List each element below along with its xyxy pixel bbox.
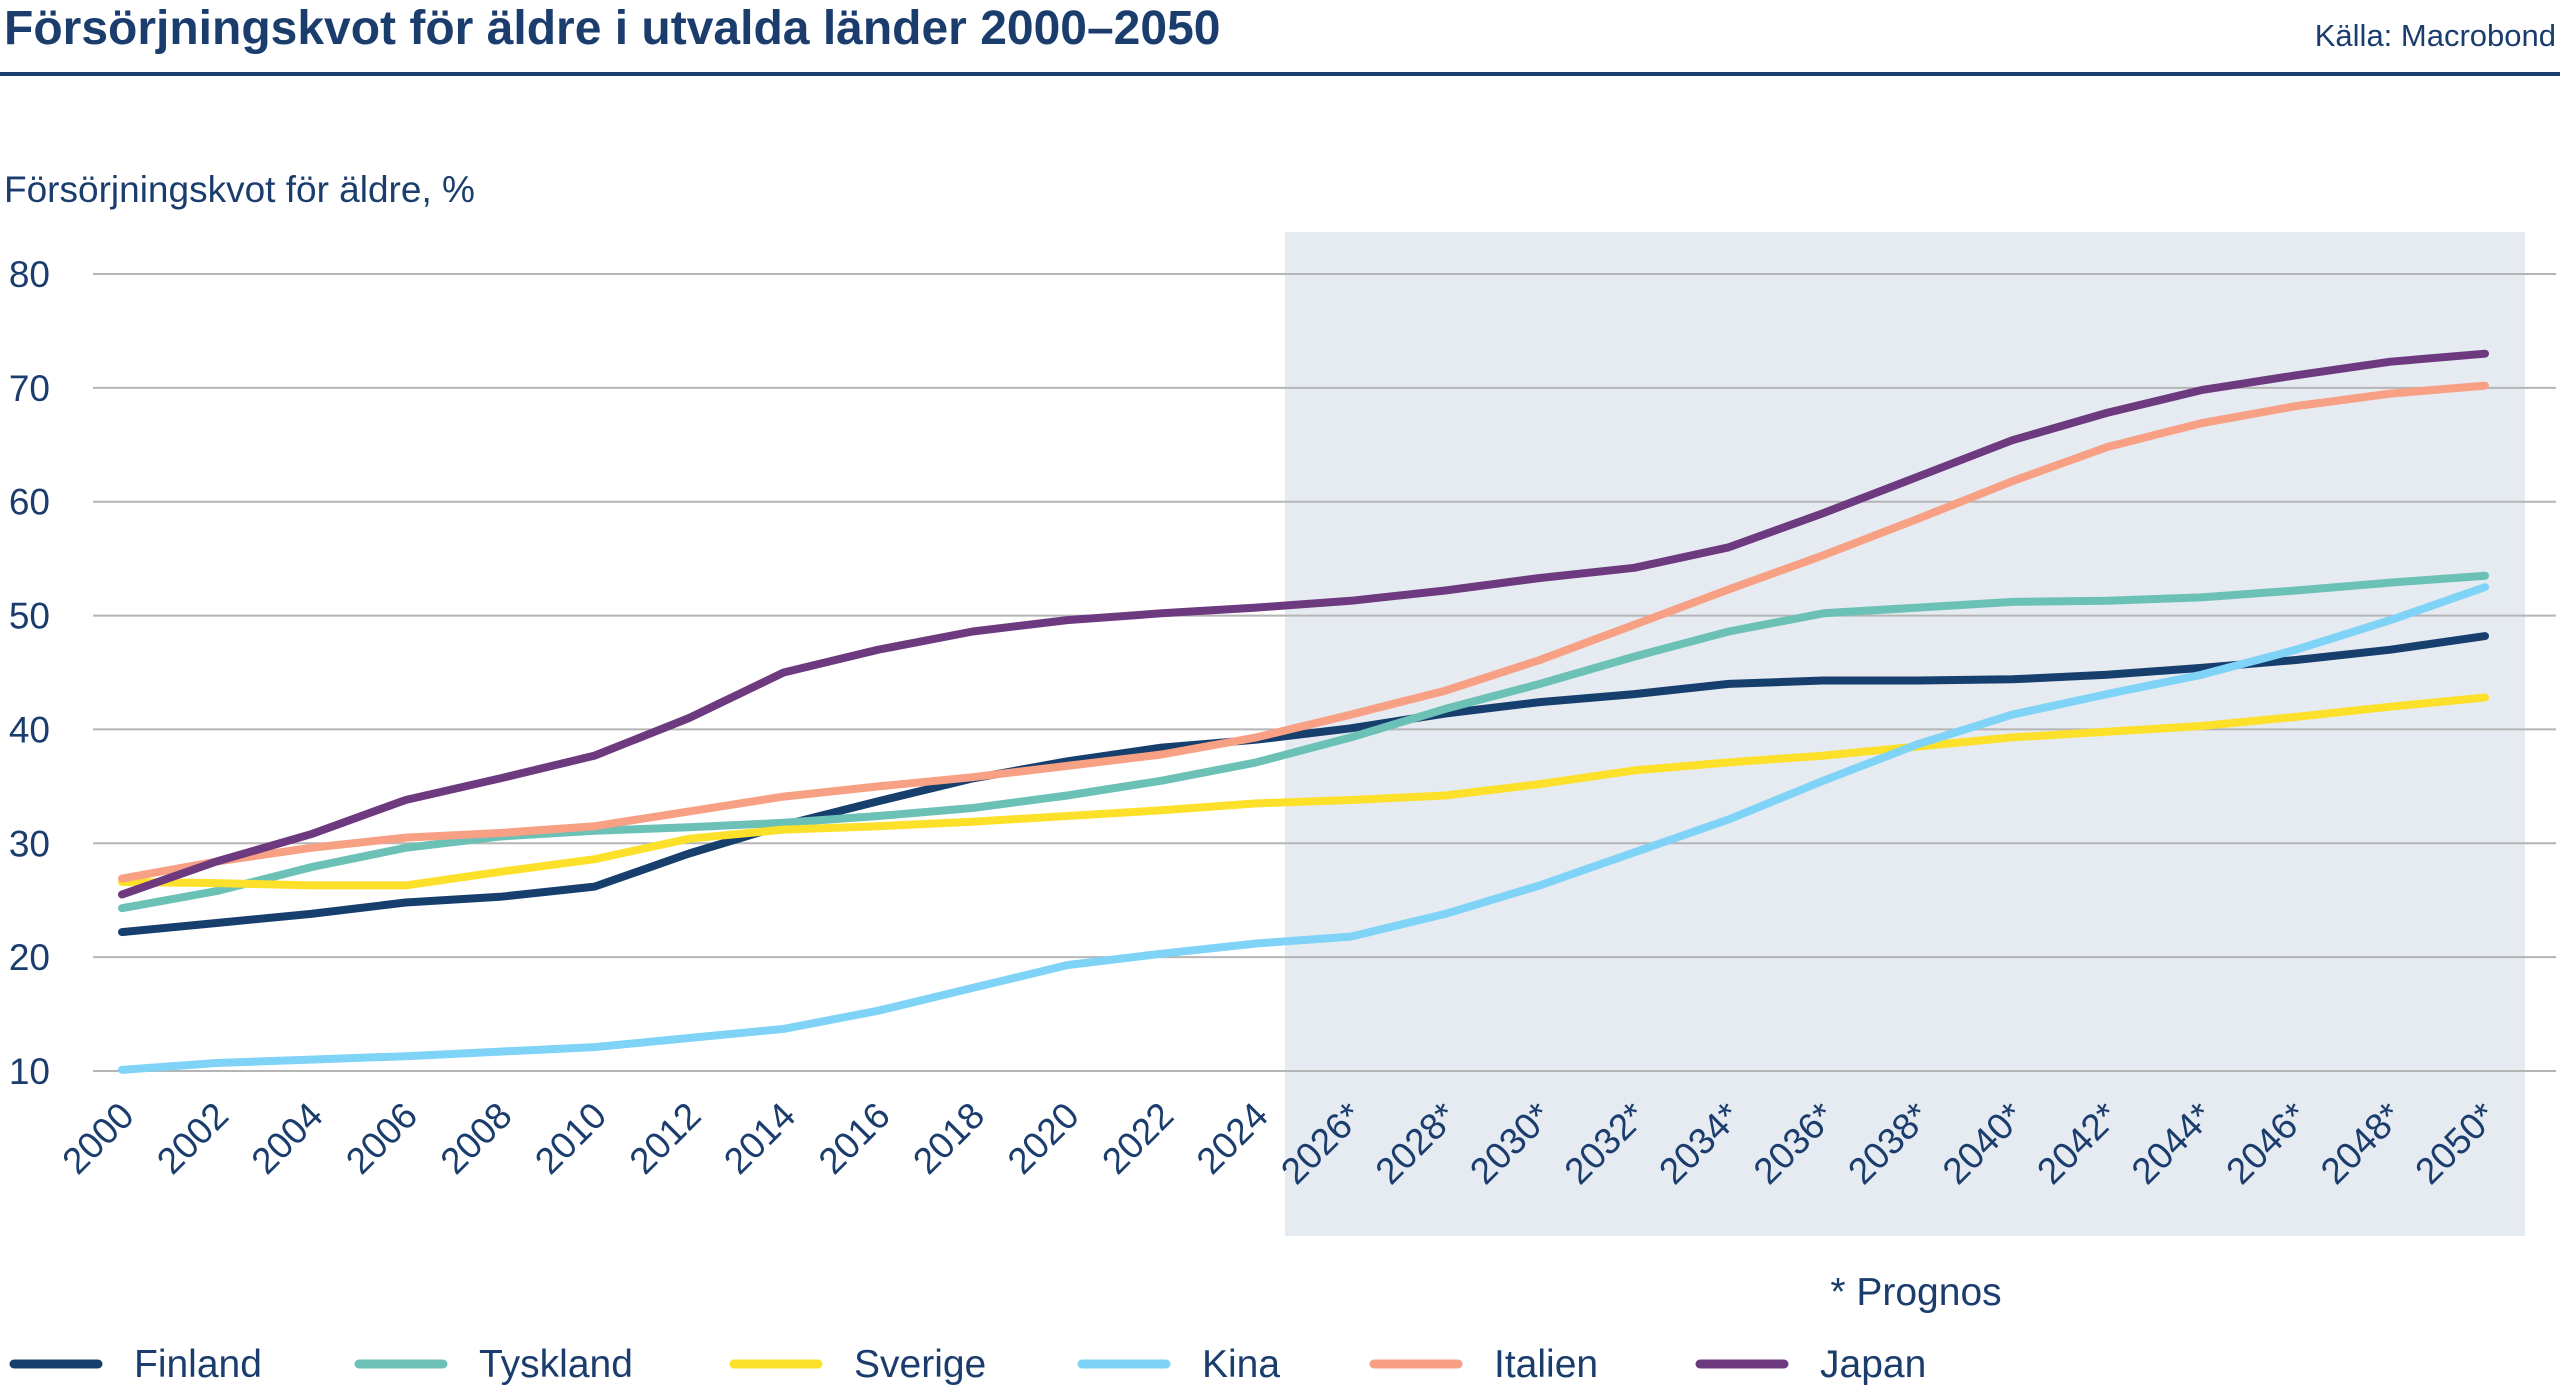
y-axis-label: Försörjningskvot för äldre, % bbox=[4, 169, 475, 210]
legend-label: Kina bbox=[1202, 1343, 1280, 1386]
series-line-kina bbox=[118, 583, 2489, 1074]
legend-item-finland: Finland bbox=[9, 1343, 262, 1386]
y-tick-label: 10 bbox=[9, 1051, 50, 1092]
legend-label: Sverige bbox=[854, 1343, 986, 1386]
legend-item-kina: Kina bbox=[1077, 1343, 1280, 1386]
legend-item-tyskland: Tyskland bbox=[354, 1343, 633, 1386]
legend-item-sverige: Sverige bbox=[729, 1343, 986, 1386]
x-tick-label: 2022 bbox=[1094, 1095, 1181, 1182]
x-tick-label: 2024 bbox=[1189, 1095, 1276, 1182]
x-tick-label: 2020 bbox=[1000, 1095, 1087, 1182]
y-tick-label: 30 bbox=[9, 823, 50, 864]
source-label: Källa: Macrobond bbox=[2315, 18, 2556, 53]
y-tick-label: 50 bbox=[9, 596, 50, 637]
forecast-note: * Prognos bbox=[1830, 1271, 2001, 1314]
x-tick-label: 2000 bbox=[54, 1095, 141, 1182]
y-tick-label: 80 bbox=[9, 254, 50, 295]
y-tick-label: 70 bbox=[9, 368, 50, 409]
title-divider bbox=[0, 72, 2560, 76]
series-line-italien bbox=[118, 381, 2489, 883]
y-tick-label: 20 bbox=[9, 937, 50, 978]
x-tick-label: 2018 bbox=[905, 1095, 992, 1182]
x-tick-label: 2002 bbox=[149, 1095, 236, 1182]
legend-item-italien: Italien bbox=[1369, 1343, 1598, 1386]
series-line-japan bbox=[118, 349, 2489, 899]
legend-label: Italien bbox=[1494, 1343, 1598, 1386]
x-tick-label: 2004 bbox=[244, 1095, 331, 1182]
y-tick-label: 60 bbox=[9, 482, 50, 523]
x-tick-label: 2014 bbox=[716, 1095, 803, 1182]
forecast-region bbox=[1285, 232, 2525, 1236]
chart-title: Försörjningskvot för äldre i utvalda län… bbox=[4, 2, 1220, 55]
legend-item-japan: Japan bbox=[1695, 1343, 1926, 1386]
x-tick-label: 2016 bbox=[811, 1095, 898, 1182]
x-tick-label: 2012 bbox=[622, 1095, 709, 1182]
x-tick-label: 2008 bbox=[433, 1095, 520, 1182]
legend-label: Japan bbox=[1820, 1343, 1926, 1386]
x-tick-label: 2006 bbox=[338, 1095, 425, 1182]
legend-label: Tyskland bbox=[479, 1343, 633, 1386]
legend-label: Finland bbox=[134, 1343, 262, 1386]
y-tick-label: 40 bbox=[9, 709, 50, 750]
series-line-sverige bbox=[118, 693, 2489, 890]
x-tick-label: 2010 bbox=[527, 1095, 614, 1182]
series-line-finland bbox=[118, 632, 2489, 937]
